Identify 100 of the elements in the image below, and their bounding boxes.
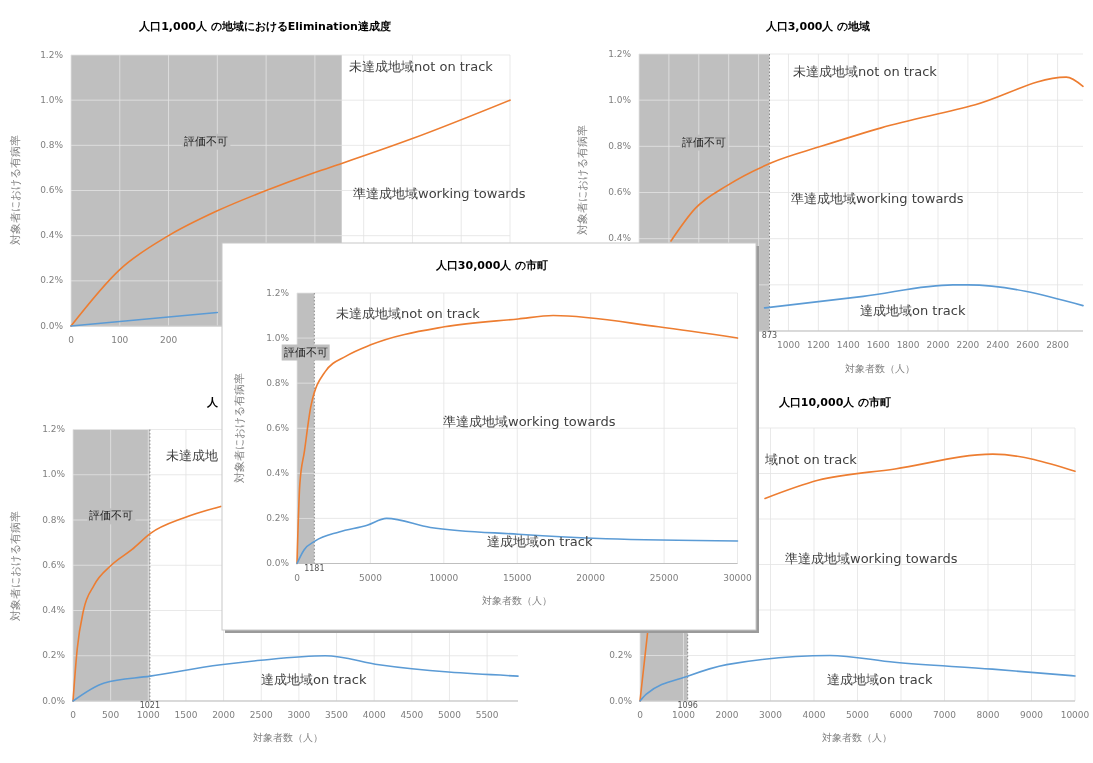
x-tick-label: 25000 (649, 572, 679, 583)
annotation: 準達成地域working towards (443, 413, 616, 429)
y-tick-label: 1.0% (40, 94, 64, 105)
y-tick-label: 0.4% (266, 467, 290, 478)
x-tick-label: 0 (637, 710, 644, 720)
chart-title: 人口3,000人 の地域 (764, 20, 871, 33)
y-tick-label: 1.2% (42, 424, 66, 434)
y-tick-label: 0.2% (40, 275, 64, 286)
x-tick-label: 7000 (933, 710, 957, 720)
annotation: 達成地域on track (827, 671, 933, 687)
ref-line-label: 1181 (304, 563, 325, 573)
x-tick-label: 20000 (576, 572, 606, 583)
x-axis-title: 対象者数（人） (822, 732, 892, 743)
x-tick-label: 1000 (136, 710, 161, 720)
y-tick-label: 1.0% (42, 469, 66, 480)
y-tick-label: 1.2% (266, 287, 290, 298)
x-tick-label: 2000 (926, 340, 950, 350)
chart-title: 人口1,000人 の地域におけるElimination達成度 (138, 20, 391, 33)
x-tick-label: 3000 (759, 710, 783, 720)
x-tick-label: 1200 (806, 340, 831, 350)
line-series (670, 76, 1084, 242)
y-tick-label: 0.8% (40, 139, 64, 150)
x-axis-title: 対象者数（人） (482, 595, 552, 606)
y-tick-label: 1.2% (608, 48, 632, 59)
x-tick-label: 1400 (836, 340, 861, 350)
x-tick-label: 1500 (174, 710, 198, 720)
y-tick-label: 0.4% (608, 233, 632, 244)
y-tick-label: 1.2% (40, 49, 64, 60)
x-axis-title: 対象者数（人） (253, 732, 323, 743)
y-tick-label: 0.6% (266, 422, 290, 433)
x-tick-label: 2400 (986, 340, 1010, 350)
band-label: 評価不可 (184, 134, 229, 148)
x-tick-label: 1000 (777, 340, 801, 350)
x-tick-label: 2500 (249, 710, 273, 720)
chart-title: 人 (206, 396, 219, 409)
x-tick-label: 2600 (1016, 340, 1040, 350)
y-tick-label: 0.6% (42, 559, 66, 570)
x-tick-label: 5000 (438, 710, 462, 720)
x-tick-label: 500 (102, 710, 120, 720)
y-tick-label: 0.6% (40, 185, 64, 195)
annotation: 達成地域on track (487, 533, 593, 549)
x-tick-label: 1800 (896, 340, 920, 350)
y-tick-label: 0.0% (42, 695, 66, 706)
annotation: 域not on track (764, 451, 858, 467)
annotation: 未達成地域not on track (336, 305, 481, 321)
x-tick-label: 4500 (400, 710, 424, 720)
x-tick-label: 100 (111, 335, 129, 345)
x-tick-label: 0 (68, 335, 75, 345)
ref-line-label: 873 (761, 331, 778, 340)
x-tick-label: 2200 (956, 340, 980, 350)
y-tick-label: 1.0% (266, 332, 290, 343)
ref-line-label: 1096 (677, 701, 698, 710)
x-tick-label: 0 (294, 572, 301, 583)
chart-title: 人口30,000人 の市町 (434, 259, 549, 272)
x-tick-label: 10000 (429, 572, 459, 583)
x-tick-label: 1600 (866, 340, 890, 350)
band-label: 評価不可 (682, 135, 727, 149)
chart-title: 人口10,000人 の市町 (777, 396, 892, 409)
y-tick-label: 0.2% (42, 650, 66, 661)
x-tick-label: 10000 (1060, 710, 1090, 720)
annotation: 準達成地域working towards (353, 185, 526, 201)
x-axis-title: 対象者数（人） (845, 363, 915, 374)
x-tick-label: 2800 (1046, 340, 1070, 350)
annotation: 準達成地域working towards (791, 190, 964, 206)
x-tick-label: 15000 (502, 572, 532, 583)
band-label: 評価不可 (283, 345, 328, 359)
line-series (70, 311, 219, 327)
x-tick-label: 5000 (358, 572, 383, 583)
y-axis-title: 対象者における有病率 (9, 511, 22, 621)
annotation: 未達成地 (166, 447, 218, 463)
x-tick-label: 6000 (889, 710, 913, 720)
x-tick-label: 9000 (1020, 710, 1044, 720)
x-tick-label: 200 (159, 335, 178, 345)
x-tick-label: 5500 (475, 710, 499, 720)
y-axis-title: 対象者における有病率 (576, 125, 589, 235)
x-tick-label: 3500 (325, 710, 349, 720)
y-tick-label: 0.8% (266, 377, 290, 388)
y-axis-title: 対象者における有病率 (233, 373, 246, 483)
y-tick-label: 0.4% (40, 230, 64, 241)
x-tick-label: 1000 (672, 710, 696, 720)
y-axis-title: 対象者における有病率 (9, 135, 22, 245)
x-tick-label: 5000 (846, 710, 870, 720)
y-tick-label: 0.0% (266, 558, 290, 568)
x-tick-label: 30000 (723, 572, 753, 583)
y-tick-label: 0.4% (42, 605, 66, 615)
y-tick-label: 0.2% (266, 512, 290, 523)
y-tick-label: 0.8% (42, 514, 66, 525)
annotation: 達成地域on track (261, 671, 367, 687)
ref-line-label: 1021 (139, 701, 161, 710)
x-tick-label: 4000 (802, 710, 826, 720)
y-tick-label: 0.6% (608, 187, 632, 197)
x-tick-label: 8000 (976, 710, 1000, 720)
x-tick-label: 2000 (212, 710, 236, 720)
x-tick-label: 4000 (362, 710, 386, 720)
x-tick-label: 0 (70, 710, 77, 720)
line-series (72, 505, 222, 702)
annotation: 準達成地域working towards (785, 550, 958, 566)
line-series (296, 517, 739, 565)
x-tick-label: 3000 (287, 710, 311, 720)
y-tick-label: 0.2% (609, 650, 633, 660)
